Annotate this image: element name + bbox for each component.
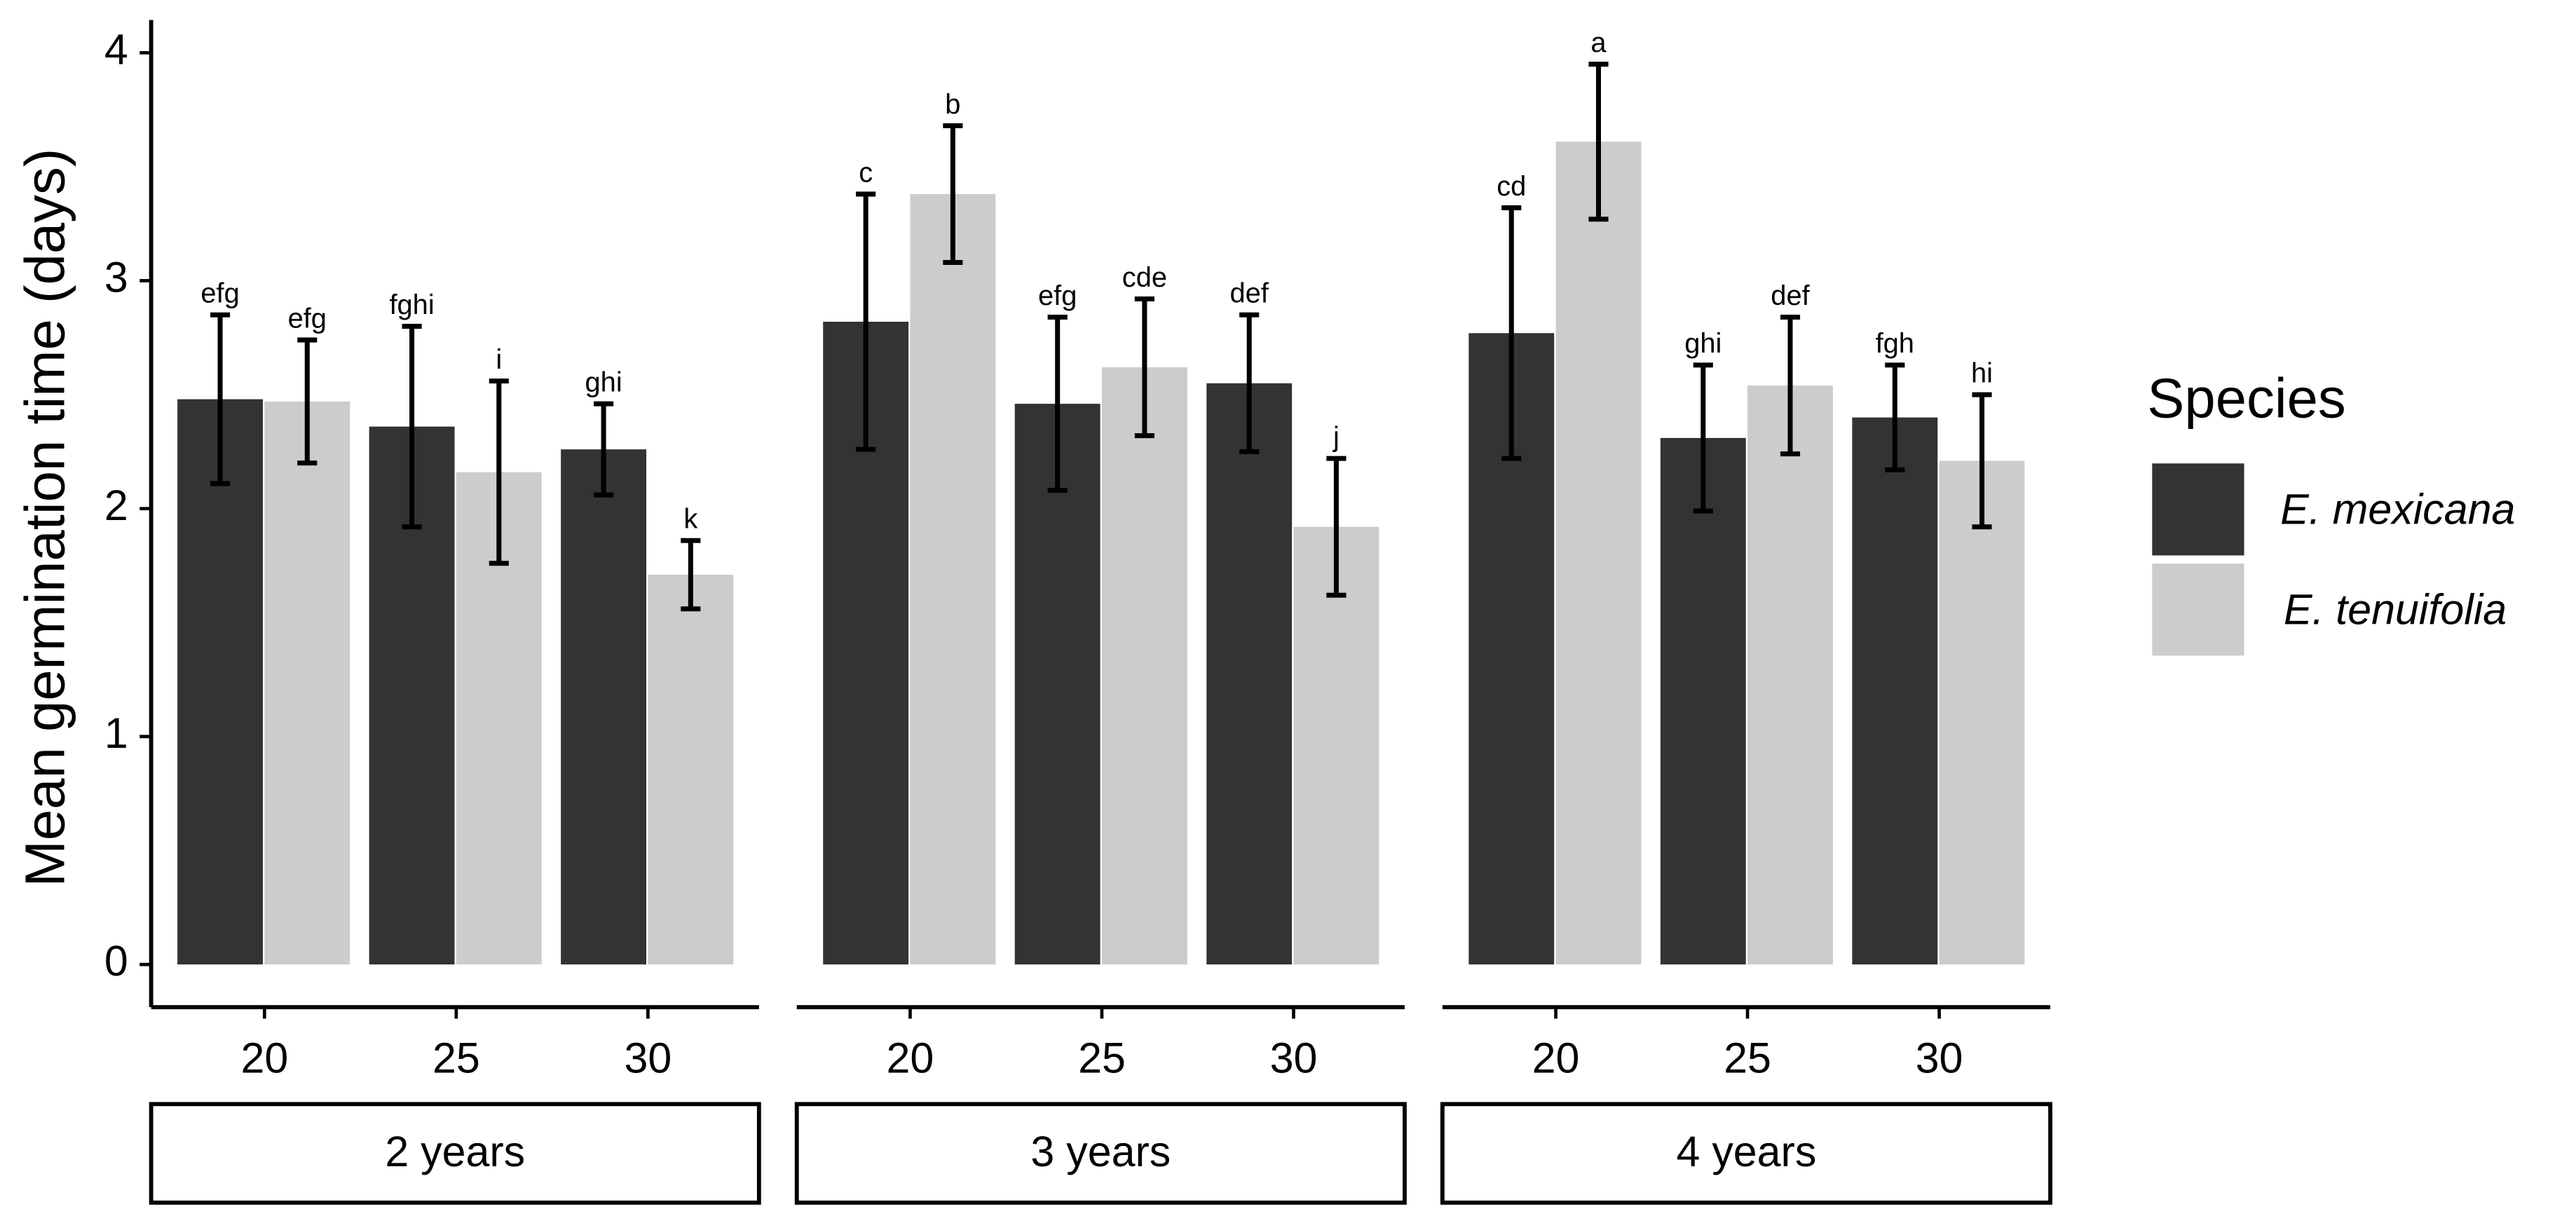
bar xyxy=(561,449,647,965)
significance-label: def xyxy=(1771,280,1810,311)
error-bar xyxy=(594,401,614,498)
x-tick-label: 25 xyxy=(1078,1034,1126,1081)
legend-title: Species xyxy=(2147,367,2345,430)
strip-label: 3 years xyxy=(1030,1128,1171,1175)
legend-label: E. mexicana xyxy=(2280,486,2515,533)
significance-label: i xyxy=(496,344,502,375)
x-tick-label: 20 xyxy=(1532,1034,1580,1081)
x-tick-label: 20 xyxy=(240,1034,288,1081)
significance-label: fghi xyxy=(389,289,434,320)
bar xyxy=(1101,367,1187,965)
y-tick-label: 1 xyxy=(104,709,128,757)
strip-box xyxy=(149,1102,761,1205)
bar xyxy=(1939,460,2025,965)
bar xyxy=(264,401,350,965)
x-tick-label: 20 xyxy=(887,1034,934,1081)
bar xyxy=(1293,526,1379,965)
error-bar xyxy=(1501,205,1522,461)
error-bar xyxy=(297,337,318,466)
error-bar xyxy=(1972,392,1992,530)
error-bar xyxy=(1134,296,1154,439)
legend-key xyxy=(2152,563,2244,656)
legend-label: E. tenuifolia xyxy=(2284,586,2507,634)
strip-box xyxy=(1440,1102,2052,1205)
significance-label: efg xyxy=(288,303,327,334)
x-tick-label: 25 xyxy=(1724,1034,1771,1081)
bar xyxy=(1852,417,1938,965)
significance-label: a xyxy=(1590,27,1607,58)
error-bar xyxy=(1588,62,1609,222)
significance-label: hi xyxy=(1971,358,1993,389)
strip-label: 4 years xyxy=(1677,1128,1817,1175)
bar xyxy=(910,193,996,965)
bar xyxy=(1206,383,1293,965)
error-bar xyxy=(1326,456,1347,598)
significance-label: cd xyxy=(1497,171,1526,202)
error-bar xyxy=(856,191,876,452)
bar xyxy=(1660,437,1746,965)
error-bar xyxy=(1885,362,1905,472)
significance-label: efg xyxy=(1038,280,1077,311)
error-bar xyxy=(489,378,509,566)
error-bar xyxy=(1780,315,1801,457)
bar xyxy=(1555,142,1642,965)
x-tick-label: 30 xyxy=(1916,1034,1963,1081)
y-tick-label: 2 xyxy=(104,481,128,529)
significance-label: def xyxy=(1230,278,1269,309)
y-tick-label: 3 xyxy=(104,254,128,301)
significance-label: efg xyxy=(200,278,239,309)
significance-label: k xyxy=(683,504,697,535)
bar xyxy=(1747,385,1833,965)
error-bar xyxy=(1047,315,1068,493)
significance-label: cde xyxy=(1122,262,1167,293)
error-bar xyxy=(1239,312,1260,454)
error-bar xyxy=(1693,362,1713,514)
significance-label: j xyxy=(1333,422,1340,453)
error-bar xyxy=(402,324,422,530)
y-tick-label: 0 xyxy=(104,937,128,985)
significance-label: ghi xyxy=(585,367,622,398)
x-tick-label: 25 xyxy=(432,1034,480,1081)
significance-label: b xyxy=(945,89,960,120)
bar xyxy=(177,399,263,965)
bar xyxy=(648,575,734,965)
significance-label: fgh xyxy=(1876,328,1914,359)
error-bar xyxy=(210,312,231,486)
error-bar xyxy=(681,538,701,612)
bar xyxy=(1014,404,1100,965)
error-bar xyxy=(943,123,963,266)
y-axis-label: Mean germination time (days) xyxy=(13,149,76,887)
strip-box xyxy=(794,1102,1407,1205)
x-tick-label: 30 xyxy=(1270,1034,1318,1081)
significance-label: ghi xyxy=(1684,328,1722,359)
significance-label: c xyxy=(859,157,873,188)
x-tick-label: 30 xyxy=(624,1034,672,1081)
legend-key xyxy=(2152,463,2244,556)
y-tick-label: 4 xyxy=(104,25,128,73)
strip-label: 2 years xyxy=(385,1128,525,1175)
